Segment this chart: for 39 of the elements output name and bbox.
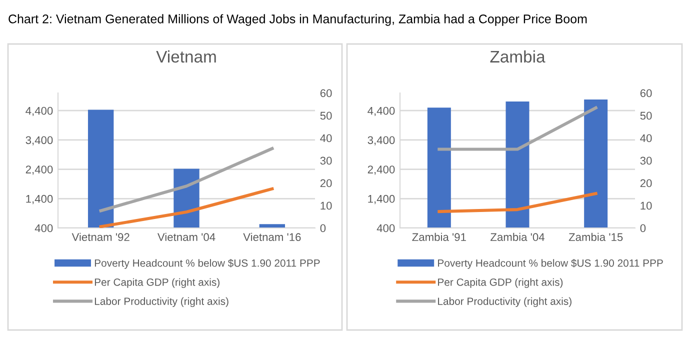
y2-tick-label: 0 xyxy=(640,224,646,232)
y2-tick-label: 10 xyxy=(640,202,652,210)
legend-label: Per Capita GDP (right axis) xyxy=(94,278,220,288)
y2-tick-label: 30 xyxy=(640,156,652,165)
legend-label: Poverty Headcount % below $US 1.90 2011 PPP xyxy=(438,258,663,269)
y-tick-label: 3,400 xyxy=(368,136,395,146)
legend-label: Labor Productivity (right axis) xyxy=(94,297,228,308)
caption: Chart 2: Vietnam Generated Millions of Waged Jobs in Manufacturing, Zambia had a Copper Price Boom xyxy=(8,14,587,26)
y2-tick-label: 20 xyxy=(320,179,332,188)
y2-tick-label: 30 xyxy=(320,156,332,165)
y2-tick-label: 60 xyxy=(320,89,332,98)
legend-label: Per Capita GDP (right axis) xyxy=(438,278,563,288)
y2-tick-label: 50 xyxy=(320,112,332,120)
y-tick-label: 4,400 xyxy=(368,106,395,116)
x-tick-label: Vietnam '92 xyxy=(72,232,130,242)
chart-title: Vietnam xyxy=(156,50,216,63)
chart-title: Zambia xyxy=(490,50,546,63)
legend-label: Labor Productivity (right axis) xyxy=(438,297,572,308)
y-tick-label: 2,400 xyxy=(26,166,53,175)
x-tick-label: Vietnam '16 xyxy=(243,232,301,242)
y2-tick-label: 10 xyxy=(320,202,332,210)
y-tick-label: 1,400 xyxy=(26,194,53,204)
legend-label: Poverty Headcount % below $US 1.90 2011 PPP xyxy=(94,258,320,269)
y-tick-label: 1,400 xyxy=(368,194,395,204)
y2-tick-label: 40 xyxy=(320,134,332,142)
y2-tick-label: 50 xyxy=(640,112,652,120)
x-tick-label: Zambia '04 xyxy=(490,232,544,242)
y2-tick-label: 60 xyxy=(640,89,652,98)
y2-tick-label: 20 xyxy=(640,179,652,188)
x-tick-label: Vietnam '04 xyxy=(157,232,216,242)
y2-tick-label: 0 xyxy=(320,224,326,232)
x-tick-label: Zambia '15 xyxy=(568,232,623,242)
x-tick-label: Zambia '91 xyxy=(412,232,466,242)
y-tick-label: 400 xyxy=(34,224,53,232)
y-tick-label: 3,400 xyxy=(26,136,53,146)
y2-tick-label: 40 xyxy=(640,134,652,142)
y-tick-label: 400 xyxy=(376,224,395,232)
y-tick-label: 4,400 xyxy=(26,106,53,116)
y-tick-label: 2,400 xyxy=(368,166,395,175)
